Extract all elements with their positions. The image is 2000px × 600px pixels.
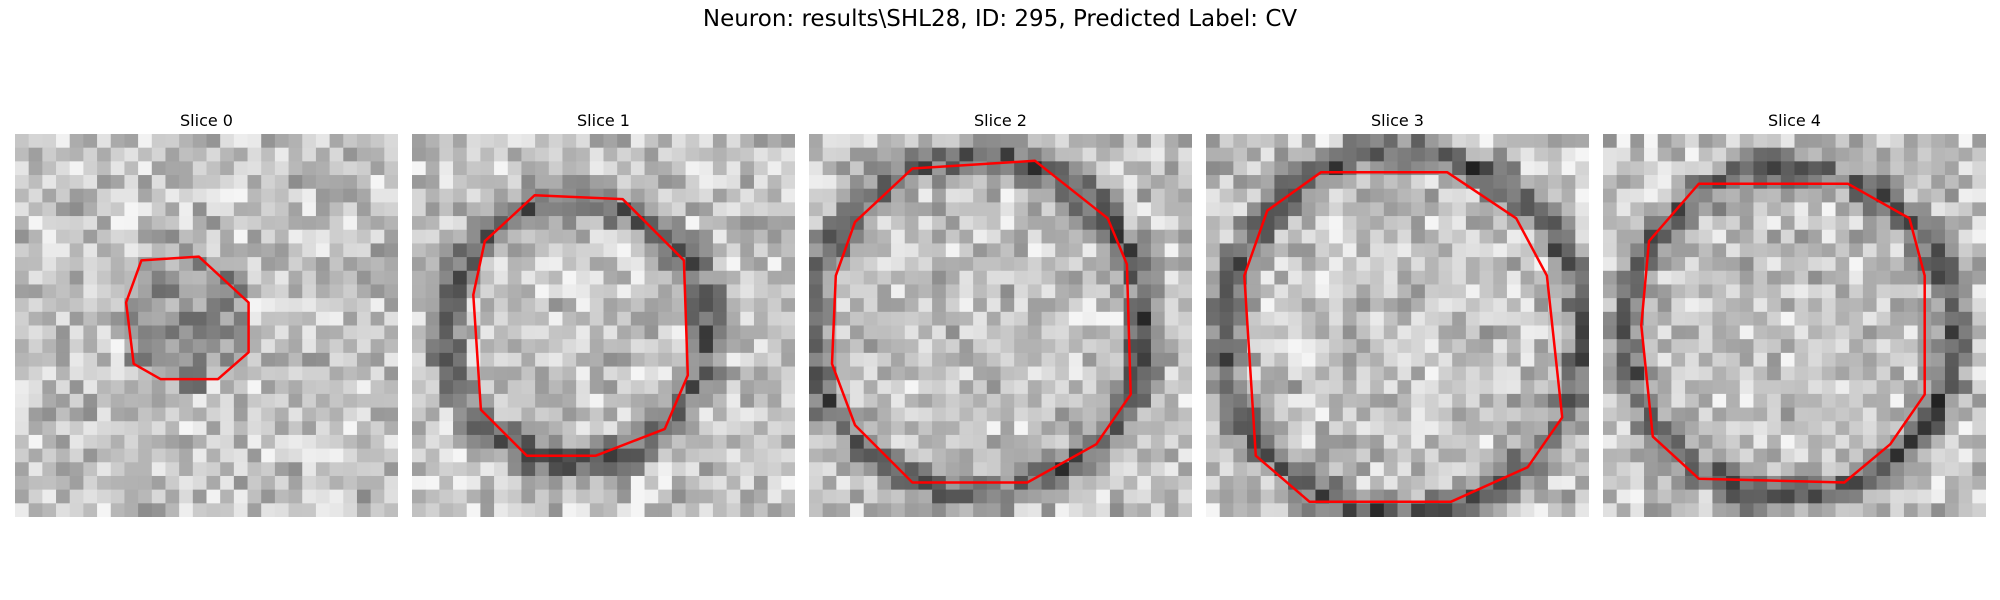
roi-contour bbox=[472, 194, 690, 457]
slice-image bbox=[412, 134, 795, 517]
roi-contour bbox=[124, 255, 250, 381]
slice-title: Slice 0 bbox=[180, 111, 233, 130]
slice-panel-0: Slice 0 bbox=[15, 110, 398, 517]
slice-panel-2: Slice 2 bbox=[809, 110, 1192, 517]
slice-image bbox=[1603, 134, 1986, 517]
slice-image bbox=[809, 134, 1192, 517]
slice-title: Slice 1 bbox=[577, 111, 630, 130]
roi-contour bbox=[1243, 171, 1564, 503]
slice-panel-3: Slice 3 bbox=[1206, 110, 1589, 517]
slice-panel-4: Slice 4 bbox=[1603, 110, 1986, 517]
slice-panel-1: Slice 1 bbox=[412, 110, 795, 517]
roi-contour bbox=[830, 159, 1132, 484]
slice-title: Slice 2 bbox=[974, 111, 1027, 130]
slice-image bbox=[15, 134, 398, 517]
slice-title: Slice 3 bbox=[1371, 111, 1424, 130]
roi-contour bbox=[1640, 182, 1926, 484]
slice-image bbox=[1206, 134, 1589, 517]
figure-title: Neuron: results\SHL28, ID: 295, Predicte… bbox=[702, 6, 1298, 32]
slice-title: Slice 4 bbox=[1768, 111, 1821, 130]
